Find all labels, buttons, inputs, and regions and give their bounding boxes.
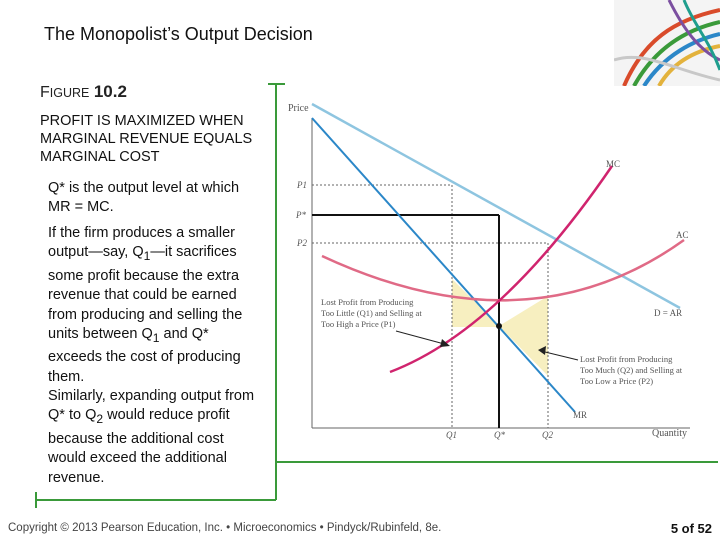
annotation-too-little-1: Lost Profit from Producing [321, 297, 414, 307]
p2-text-a: If the firm produces a smaller output—sa… [48, 225, 235, 261]
paragraph-2: If the firm produces a smaller output—sa… [48, 224, 263, 387]
figure-number: 10.2 [93, 82, 127, 101]
y-tick-p2: P2 [296, 238, 307, 248]
slide-title: The Monopolist’s Output Decision [44, 24, 313, 44]
demand-label: D = AR [654, 308, 682, 318]
p3-text-a: Similarly, expanding output from Q* to Q [48, 388, 255, 424]
mc-label: MC [606, 159, 620, 169]
mc-curve [389, 165, 614, 374]
p2-sub: 1 [143, 249, 151, 264]
p3-text-b: would reduce profit because the addition… [48, 407, 230, 486]
figure-label: FIGURE 10.2 [40, 82, 127, 102]
page-number: 5 of 52 [670, 521, 712, 536]
arrow-too-much [540, 350, 579, 361]
paragraph-1: Q* is the output level at which MR = MC. [48, 180, 240, 216]
y-tick-pstar: P* [295, 210, 306, 220]
demand-curve [311, 102, 681, 310]
p3-sub: 2 [96, 412, 104, 427]
lost-profit-too-much [499, 296, 548, 376]
p2-sub2: 1 [152, 330, 160, 345]
y-tick-p1: P1 [296, 180, 307, 190]
paragraph-3: Similarly, expanding output from Q* to Q… [48, 387, 263, 488]
figure-prefix: F [40, 84, 50, 101]
mr-label: MR [573, 410, 587, 420]
x-tick-q2: Q2 [542, 430, 553, 440]
annotation-too-much-1: Lost Profit from Producing [580, 354, 673, 364]
p2-text-b: —it sacrifices some profit because the e… [48, 244, 243, 342]
arrow-head-too-much [538, 346, 546, 355]
mr-curve [311, 117, 576, 413]
annotation-too-little-3: Too High a Price (P1) [321, 319, 396, 329]
decorative-threads-image [614, 0, 720, 86]
ac-curve [321, 238, 685, 302]
x-axis-label: Quantity [652, 428, 687, 439]
figure-word: IGURE [49, 86, 90, 100]
annotation-too-much-3: Too Low a Price (P2) [580, 376, 653, 386]
annotation-too-much-2: Too Much (Q2) and Selling at [580, 365, 683, 375]
x-tick-q1: Q1 [446, 430, 457, 440]
copyright-footer: Copyright © 2013 Pearson Education, Inc.… [8, 522, 442, 534]
p2-text-c: and Q* exceeds the cost of producing the… [48, 325, 241, 385]
x-tick-qstar: Q* [494, 430, 505, 440]
figure-heading: PROFIT IS MAXIMIZED WHEN MARGINAL REVENU… [40, 113, 253, 165]
arrow-head-too-little [440, 339, 450, 347]
ac-label: AC [676, 230, 689, 240]
y-axis-label: Price [288, 103, 309, 114]
arrow-too-little [395, 330, 449, 346]
mr-mc-intersection [496, 323, 502, 329]
annotation-too-little-2: Too Little (Q1) and Selling at [321, 308, 422, 318]
